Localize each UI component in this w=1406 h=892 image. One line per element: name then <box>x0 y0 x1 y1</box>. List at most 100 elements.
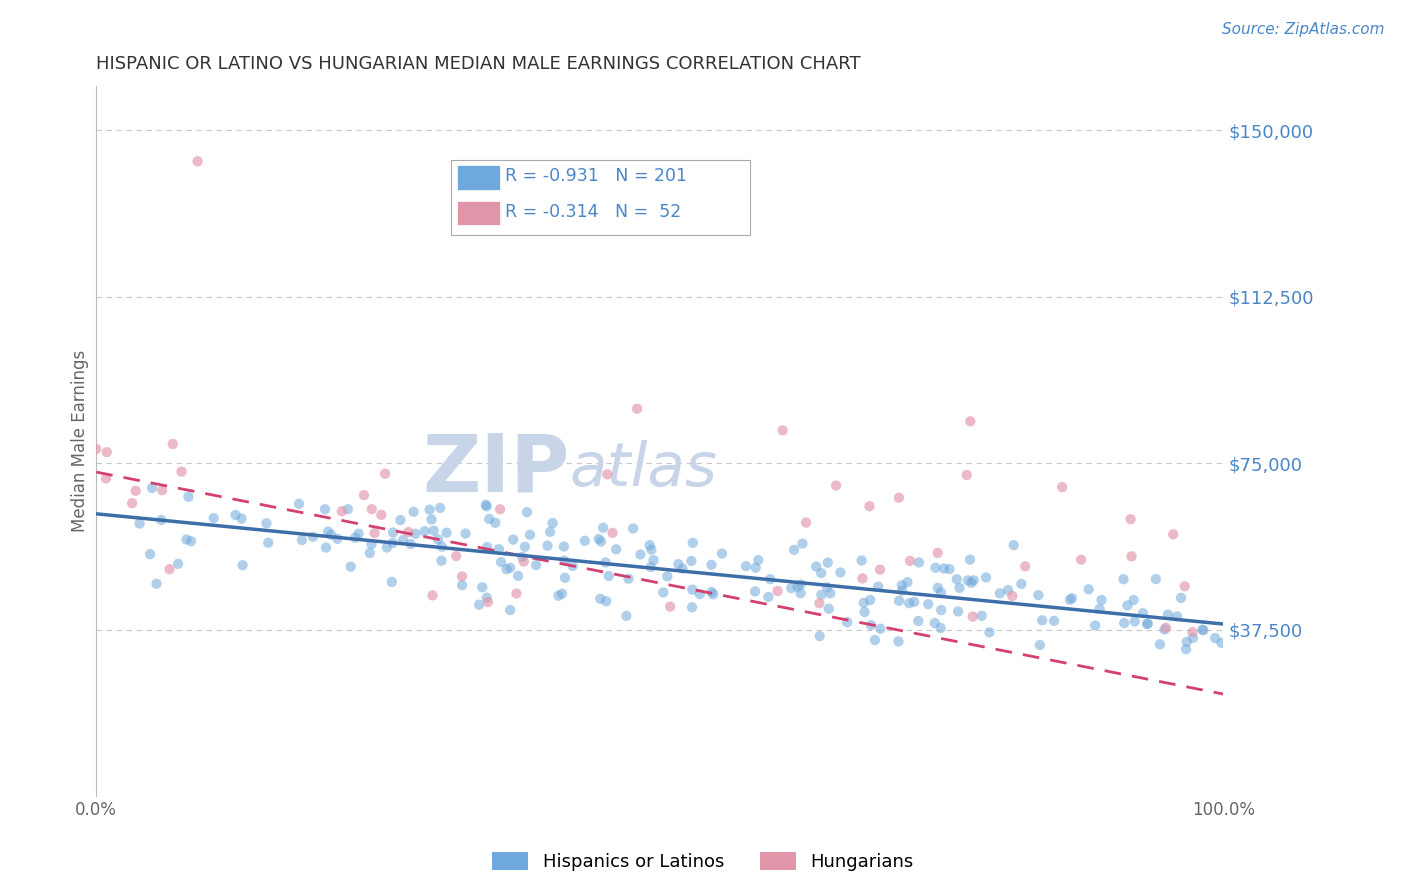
Point <box>806 559 828 574</box>
Point <box>1029 638 1052 652</box>
Point <box>454 526 477 541</box>
Point <box>808 629 831 643</box>
Point <box>1192 624 1215 638</box>
Y-axis label: Median Male Earnings: Median Male Earnings <box>72 350 89 533</box>
Point <box>890 578 912 592</box>
Point <box>858 499 880 513</box>
Text: Source: ZipAtlas.com: Source: ZipAtlas.com <box>1222 22 1385 37</box>
Point <box>1059 592 1081 607</box>
Point <box>903 595 925 609</box>
Point <box>347 526 370 541</box>
Point <box>1157 607 1180 622</box>
Point <box>360 502 382 516</box>
Point <box>316 524 339 539</box>
Point <box>792 536 814 550</box>
Point <box>315 541 337 555</box>
Point <box>815 580 838 594</box>
Point <box>1181 625 1204 640</box>
Point <box>917 597 939 611</box>
Point <box>766 584 789 599</box>
Point <box>167 557 190 571</box>
Point <box>589 591 612 606</box>
Point <box>1070 552 1092 566</box>
Point <box>744 560 766 574</box>
Point <box>1175 635 1198 649</box>
Point <box>810 588 832 602</box>
Point <box>1122 593 1144 607</box>
Point <box>430 540 453 554</box>
Point <box>363 526 385 541</box>
Point <box>1132 606 1154 620</box>
Point <box>505 586 527 600</box>
Point <box>1170 591 1192 605</box>
Point <box>1191 623 1213 637</box>
Point <box>700 558 723 572</box>
Point <box>402 505 425 519</box>
Point <box>1154 621 1177 635</box>
Point <box>381 536 404 550</box>
Point <box>1084 618 1107 632</box>
Point <box>404 526 426 541</box>
Point <box>314 502 336 516</box>
Point <box>1001 589 1024 603</box>
Point <box>399 537 422 551</box>
Point <box>420 512 443 526</box>
Point <box>1153 623 1175 637</box>
Point <box>602 525 624 540</box>
Point <box>735 559 758 574</box>
Point <box>596 467 619 482</box>
Point <box>789 586 811 600</box>
Point <box>499 603 522 617</box>
Point <box>489 502 512 516</box>
Point <box>231 511 253 525</box>
Point <box>808 596 831 610</box>
Point <box>187 154 209 169</box>
Point <box>960 575 983 590</box>
Point <box>301 530 323 544</box>
Point <box>830 566 852 580</box>
Point <box>614 608 637 623</box>
Point <box>444 549 467 563</box>
Point <box>588 532 610 546</box>
Point <box>852 596 875 610</box>
Point <box>1136 616 1159 631</box>
Point <box>125 483 148 498</box>
Point <box>1123 615 1146 629</box>
Point <box>640 560 662 574</box>
Point <box>681 582 703 597</box>
FancyBboxPatch shape <box>457 201 499 225</box>
Point <box>1144 572 1167 586</box>
Point <box>744 584 766 599</box>
Point <box>547 589 569 603</box>
Point <box>1174 579 1197 593</box>
Point <box>643 553 665 567</box>
Point <box>475 540 498 554</box>
Point <box>339 559 361 574</box>
Point <box>1121 549 1143 564</box>
Text: atlas: atlas <box>569 440 717 499</box>
Point <box>519 528 541 542</box>
Point <box>513 540 536 554</box>
Point <box>595 594 617 608</box>
Point <box>150 483 173 498</box>
Point <box>817 601 839 615</box>
Point <box>1136 617 1159 632</box>
Point <box>553 540 575 554</box>
Point <box>291 533 314 547</box>
Point <box>853 605 876 619</box>
Point <box>817 556 839 570</box>
Point <box>1010 577 1032 591</box>
Point <box>176 533 198 547</box>
Point <box>422 524 444 538</box>
Point <box>475 591 498 605</box>
Point <box>162 437 184 451</box>
Point <box>1116 599 1139 613</box>
FancyBboxPatch shape <box>457 165 499 189</box>
Point <box>962 574 984 588</box>
Point <box>887 594 910 608</box>
Point <box>810 566 832 580</box>
Point <box>121 496 143 510</box>
Point <box>945 572 967 586</box>
Point <box>758 590 780 604</box>
Point <box>621 522 644 536</box>
